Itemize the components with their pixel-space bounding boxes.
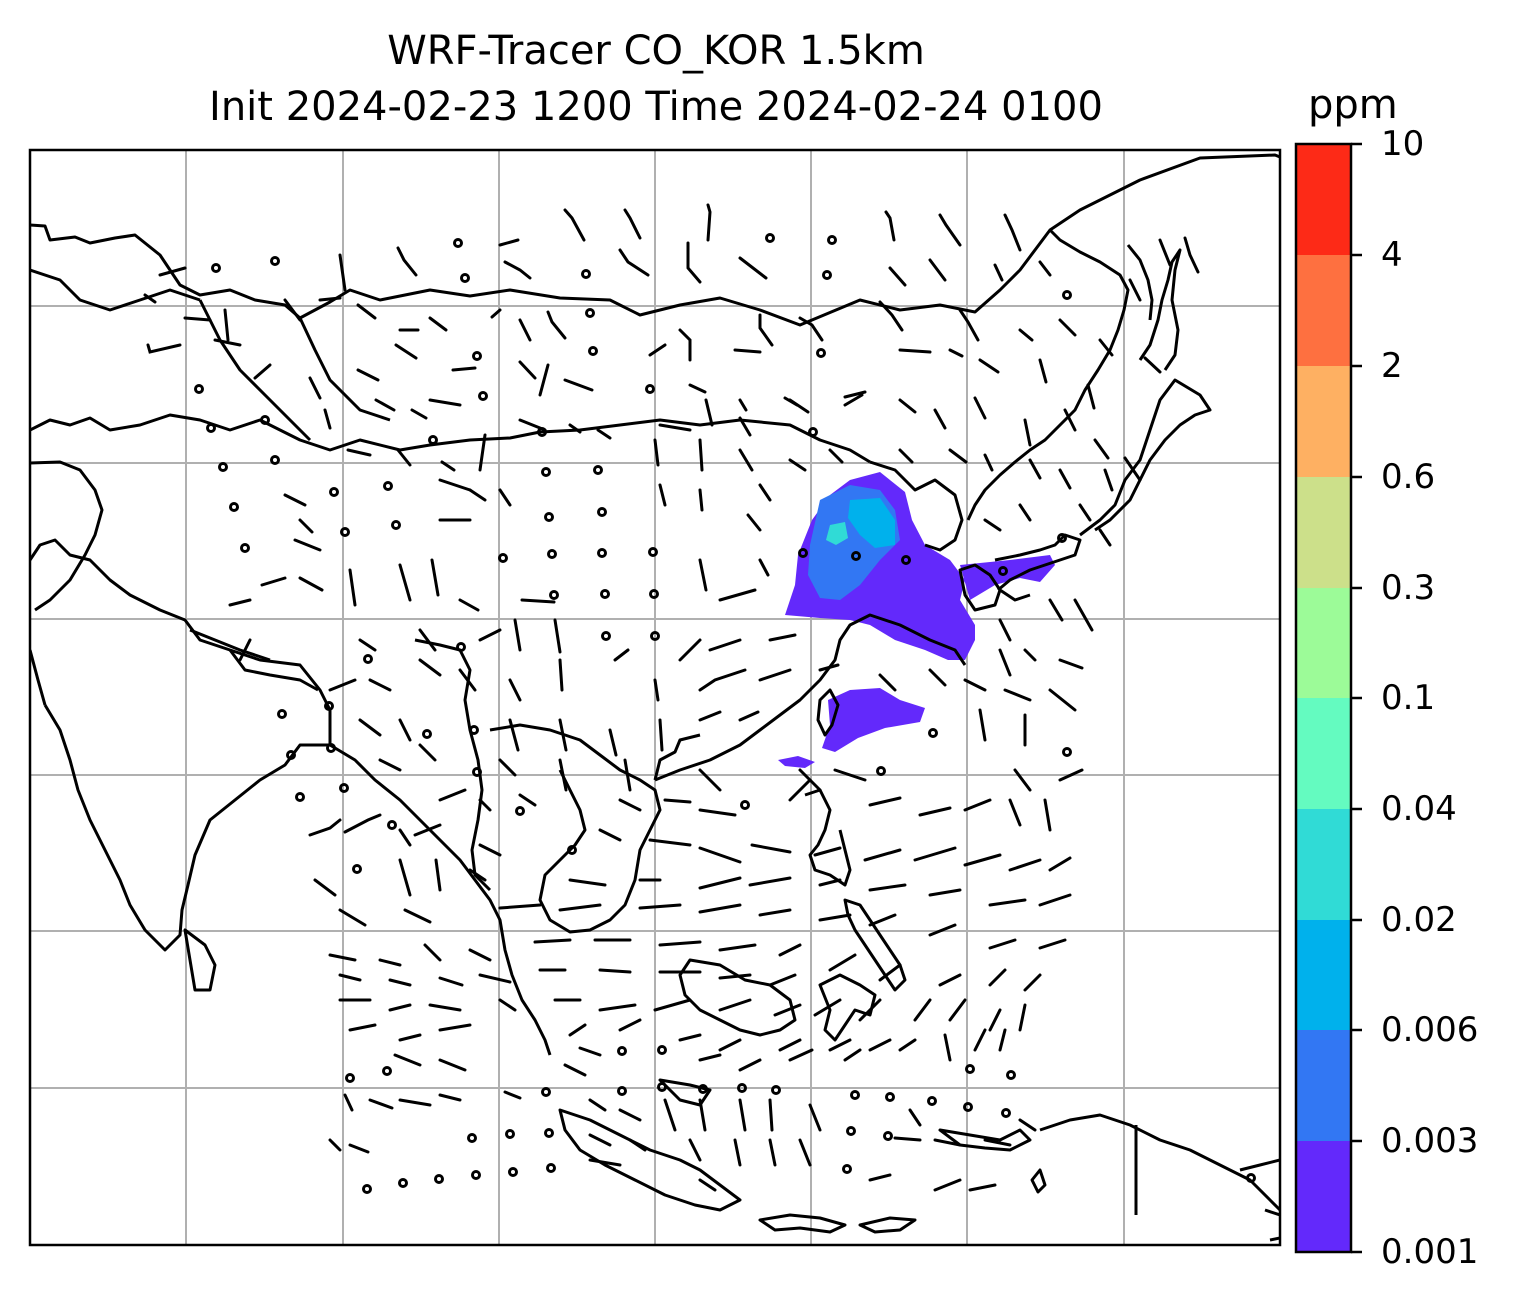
colorbar-tick-label: 0.04 [1381, 789, 1457, 829]
colorbar-ticks [1351, 142, 1362, 1254]
colorbar-tick-label: 0.001 [1381, 1232, 1479, 1272]
colorbar-tick-label: 0.006 [1381, 1010, 1479, 1050]
colorbar-segment-3 [1296, 920, 1351, 1030]
colorbar-segment-2 [1296, 1030, 1351, 1141]
map-title-line-1: WRF-Tracer CO_KOR 1.5km [387, 28, 925, 74]
colorbar-segment-7 [1296, 477, 1351, 588]
colorbar-tick-label: 2 [1381, 346, 1403, 386]
colorbar-tick-label: 0.6 [1381, 457, 1436, 497]
colorbar-tick-label: 0.1 [1381, 678, 1436, 718]
colorbar-tick-label: 0.003 [1381, 1121, 1479, 1161]
colorbar-tick-label: 4 [1381, 235, 1403, 275]
colorbar-tick-label: 10 [1381, 124, 1425, 164]
colorbar [1294, 142, 1362, 1254]
colorbar-segment-8 [1296, 366, 1351, 477]
map-area [30, 150, 1280, 1245]
colorbar-segment-1 [1296, 1141, 1351, 1252]
wind-barbs [143, 203, 1256, 1194]
colorbar-tick-label: 0.02 [1381, 900, 1457, 940]
colorbar-unit-label: ppm [1308, 82, 1398, 128]
colorbar-segment-9 [1296, 255, 1351, 366]
map-frame [28, 148, 1282, 1247]
colorbar-segment-10 [1296, 144, 1351, 255]
colorbar-tick-label: 0.3 [1381, 568, 1436, 608]
gridlines [30, 150, 1280, 1245]
colorbar-segment-6 [1296, 588, 1351, 698]
colorbar-segment-4 [1296, 809, 1351, 920]
map-title-line-2: Init 2024-02-23 1200 Time 2024-02-24 010… [209, 84, 1103, 130]
co-tracer-plume [778, 472, 1055, 768]
coastlines [30, 153, 1280, 1242]
colorbar-segment-5 [1296, 698, 1351, 809]
